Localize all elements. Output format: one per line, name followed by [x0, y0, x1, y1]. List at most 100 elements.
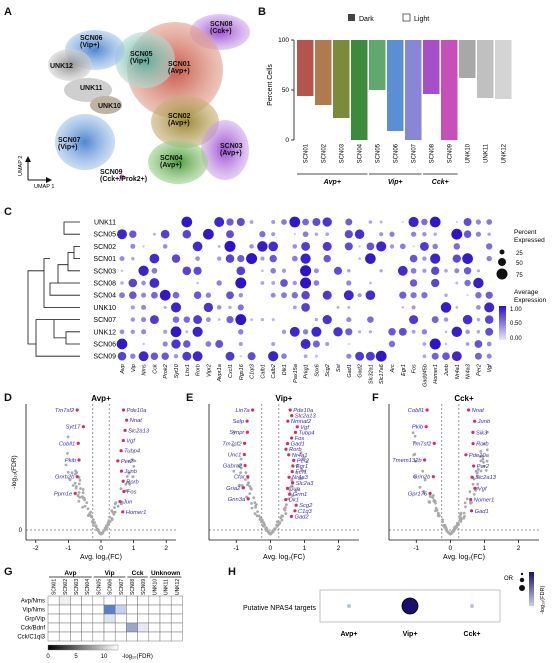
- volcano-gene-label: Sik3: [476, 430, 488, 436]
- volcano-gene-label: Fer1: [295, 470, 307, 476]
- umap-sublabel-scn02: (Avp+): [168, 120, 190, 127]
- volcano-hit-point: [122, 489, 126, 494]
- volcano-point: [127, 471, 131, 475]
- bar-xlabel-scn09: SCN09: [447, 143, 453, 163]
- volcano-point: [248, 492, 252, 495]
- dot-scn09-avp: [117, 351, 127, 361]
- dot-scn05-vgf: [487, 232, 491, 236]
- g-cell: [148, 613, 161, 624]
- volcano-hit-point: [295, 425, 299, 429]
- legend-swatch-light: [402, 13, 411, 22]
- dot-unk11-sox6: [312, 218, 321, 226]
- volcano-xtick-label: 0: [449, 545, 453, 552]
- volcano-point: [294, 489, 298, 493]
- umap-label-scn03: SCN03: [220, 143, 243, 150]
- volcano-gene-label: Nr4a3: [292, 475, 309, 481]
- g-cell: [58, 622, 71, 633]
- volcano-xtick-label: -1: [413, 545, 419, 552]
- size-dot-50: [498, 258, 506, 266]
- dot-scn07-vip: [130, 317, 136, 322]
- dot-unk10-prkg1: [301, 303, 310, 312]
- volcano-point: [107, 520, 110, 524]
- dot-scn07-syt10: [172, 316, 180, 323]
- dendro-branch-5: [43, 258, 80, 308]
- bar-dark-scn05: [369, 40, 386, 90]
- dot-scn03-rgs16: [236, 266, 246, 276]
- dot-scn03-avp: [120, 269, 124, 272]
- dot-unk12-dlk1: [281, 329, 287, 334]
- volcano-point: [272, 528, 275, 532]
- g-cell: [114, 595, 127, 606]
- volcano-hit-point: [76, 441, 80, 445]
- dot-scn06-sox6: [312, 340, 320, 348]
- g-cell: [126, 613, 138, 624]
- dot-scn06-gad1: [347, 342, 350, 346]
- dot-scn06-vipr2: [205, 341, 212, 347]
- volcano-point: [78, 478, 82, 482]
- dot-scn06-lhx1: [183, 340, 191, 348]
- dot-scn07-cxcl1: [226, 316, 234, 324]
- volcano-gene-label: Rorb: [126, 479, 139, 485]
- dot-scn08-nr4a1: [455, 281, 459, 285]
- volcano-point: [112, 511, 116, 515]
- bar-xlabel-scn08: SCN08: [429, 143, 435, 163]
- dendro-branch-9: [27, 270, 44, 345]
- dot-scn02-gadd45b: [419, 241, 429, 251]
- g-cell: [103, 622, 116, 633]
- volcano-gene-label: Rorb: [476, 442, 489, 448]
- bar-light-unk11: [478, 98, 492, 140]
- volcano-point: [413, 441, 416, 444]
- g-cell: [137, 613, 150, 624]
- volcano-xlabel-d: Avg. log₂(FC): [80, 554, 122, 561]
- volcano-plots: Avp+ -2 -1 0 1 2 Avg. log₂(FC) -log₁₀(FDR) 0 Tm7s…: [11, 394, 539, 561]
- bar-dark-scn02: [315, 40, 332, 105]
- dot-scn03-nms: [138, 265, 149, 276]
- legend-label-dark: Dark: [359, 16, 374, 23]
- bar-xlabel-scn03: SCN03: [339, 143, 345, 163]
- volcano-point: [477, 467, 480, 471]
- volcano-f: Cck+ -1 0 1 2 Avg. log₂(FC) Cobll1 Pkib Tm7sf2 Tm…: [388, 394, 539, 561]
- bar-light-scn02: [316, 105, 330, 140]
- dot-scn09-cck: [150, 352, 159, 360]
- bar-light-scn06: [388, 131, 402, 140]
- volcano-gene-label: Pkib: [65, 458, 77, 464]
- dot-scn09-slc17a6: [375, 350, 387, 362]
- volcano-xtick-label: 2: [337, 545, 341, 552]
- bar-ytick-label: 50: [282, 87, 290, 94]
- dot-unk12-per2: [476, 330, 481, 334]
- volcano-gene-label: Homer1: [126, 510, 147, 516]
- dot-unk11-pax15a: [289, 216, 301, 228]
- umap-label-scn04: SCN04: [160, 155, 183, 162]
- volcano-xlabel-e: Avg. log₂(FC): [263, 554, 305, 561]
- dot-scn02-homer1: [432, 243, 438, 250]
- bar-xlabel-unk10: UNK10: [465, 143, 471, 163]
- volcano-point: [471, 482, 475, 486]
- dot-unk12-nr4a1: [451, 326, 463, 338]
- gene-label-per2: Per2: [476, 364, 482, 376]
- g-col-scn02: SCN02: [63, 579, 69, 595]
- g-col-scn08: SCN08: [130, 579, 136, 595]
- volcano-point: [428, 494, 432, 498]
- volcano-gene-label: Tm7sf2: [222, 441, 242, 447]
- dot-scn05-vip: [129, 230, 137, 238]
- dot-scn08-rorb: [196, 281, 199, 285]
- volcano-gene-label: C1q3: [298, 509, 313, 515]
- dot-row-labels: UNK11 SCN05 SCN02 SCN01 SCN03 SCN08 SCN04 UNK10…: [93, 220, 116, 361]
- overlap-heatmap: Avp Vip Cck Unknown SCN01 SCN02 SCN03 SCN04 SCN0…: [17, 570, 183, 660]
- dot-scn01-prkg1: [300, 253, 311, 264]
- umap-sublabel-scn08: (Cck+): [210, 28, 232, 35]
- volcano-xtick-label: 2: [164, 545, 168, 552]
- g-cell: [159, 613, 172, 624]
- g-cell: [92, 622, 105, 633]
- volcano-point: [481, 454, 485, 458]
- gene-label-arc: Arc: [390, 364, 396, 374]
- dot-scn09-syt10: [173, 353, 179, 359]
- volcano-point: [486, 430, 489, 434]
- volcano-hit-point: [428, 491, 432, 495]
- volcano-gene-label: Rorb: [289, 447, 302, 453]
- volcano-point: [68, 478, 72, 482]
- bar-xlabel-scn07: SCN07: [411, 143, 417, 163]
- g-cell: [126, 595, 138, 606]
- npas4-or-dot-3: [519, 585, 525, 591]
